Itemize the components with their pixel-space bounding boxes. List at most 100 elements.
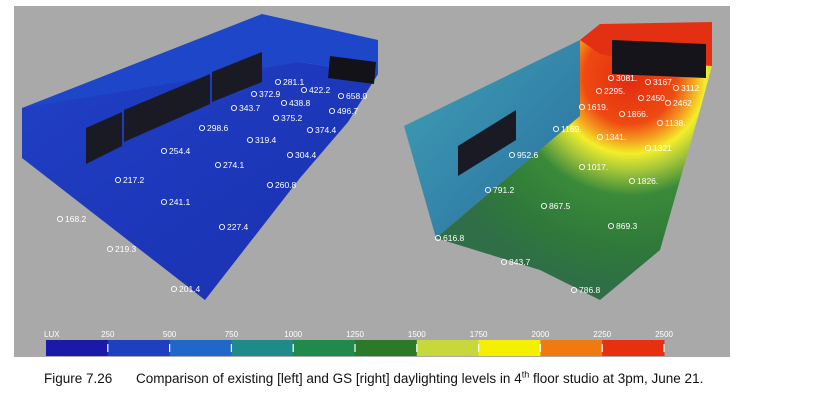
right-reading-label: 791.2 [493,185,515,195]
scale-segment [231,340,294,356]
scale-tick-label: 500 [163,330,177,339]
lux-color-scale: LUX 250 500 750 1000 1250 1500 1750 2000 2250 2500 [14,325,730,357]
left-reading-marker [286,151,294,159]
left-reading-label: 201.4 [179,284,201,294]
left-reading-label: 168.2 [65,214,87,224]
right-reading-marker [644,78,652,86]
scale-bar [46,340,665,356]
left-reading-marker [56,215,64,223]
left-reading-marker [300,86,308,94]
right-reading-marker [540,202,548,210]
left-reading-label: 260.8 [275,180,297,190]
left-reading-label: 343.7 [239,103,261,113]
scale-segment [46,340,109,356]
left-reading-marker [170,285,178,293]
right-reading-label: 1017. [587,162,608,172]
scale-labels: LUX 250 500 750 1000 1250 1500 1750 2000 2250 2500 [44,330,673,339]
scale-segment [169,340,232,356]
caption-label: Figure 7.26 [44,371,113,386]
left-reading-label: 227.4 [227,222,249,232]
left-reading-label: 422.2 [309,85,331,95]
left-window-4 [328,56,376,84]
left-reading-marker [230,104,238,112]
left-reading-marker [114,176,122,184]
right-reading-marker [578,103,586,111]
left-reading-marker [266,181,274,189]
right-window-1 [458,110,516,176]
right-reading-marker [595,87,603,95]
left-window-3 [212,52,262,102]
left-reading-marker [106,245,114,253]
left-reading-marker [274,78,282,86]
scale-segment [355,340,418,356]
right-reading-label: 869.3 [616,221,638,231]
left-reading-marker [246,136,254,144]
scale-segment [107,340,171,356]
left-reading-marker [218,223,226,231]
right-reading-label: 1826. [637,176,658,186]
right-reading-label: 616.8 [443,233,465,243]
right-reading-marker [434,234,442,242]
left-reading-marker [272,114,280,122]
scale-tick-label: 1250 [346,330,364,339]
scale-tick-label: 2250 [593,330,611,339]
left-reading-label: 274.1 [223,160,245,170]
right-reading-label: 1866. [627,109,648,119]
right-reading-label: 1169. [561,124,582,134]
scale-tick-label: 1750 [470,330,488,339]
left-reading-marker [198,124,206,132]
right-window-2 [612,40,706,78]
scale-tick-label: 2500 [655,330,673,339]
left-reading-label: 375.2 [281,113,303,123]
left-reading-marker [160,198,168,206]
right-reading-label: 786.8 [579,285,601,295]
left-reading-marker [306,126,314,134]
right-reading-label: 2295. [604,86,625,96]
right-reading-label: 2450. [646,93,667,103]
left-window-1 [86,112,122,164]
right-reading-marker [637,94,645,102]
right-reading-marker [656,119,664,127]
left-reading-marker [328,107,336,115]
left-reading-marker [160,147,168,155]
left-model-existing: 281.1 422.2 658.0 372.9 438.8 496.7 343.7 375.2… [22,14,378,300]
left-reading-marker [280,99,288,107]
right-reading-marker [618,110,626,118]
left-reading-label: 319.4 [255,135,277,145]
right-reading-marker [628,177,636,185]
left-reading-label: 281.1 [283,77,305,87]
right-readings: 3081. 3167. 3112 2295. 2450. 2462 1619. 1866. 11… [434,73,700,295]
scale-tick-label: 750 [225,330,239,339]
caption-text: Comparison of existing [left] and GS [ri… [136,370,826,387]
right-reading-label: 1619. [587,102,608,112]
right-reading-marker [664,99,672,107]
right-reading-marker [607,222,615,230]
scale-segment [602,340,665,356]
left-reading-label: 374.4 [315,125,337,135]
right-reading-label: 1341. [605,132,626,142]
right-reading-label: 1321 [653,143,672,153]
right-reading-marker [578,163,586,171]
right-reading-label: 843.7 [509,257,531,267]
left-reading-marker [214,161,222,169]
left-reading-label: 658.0 [346,91,368,101]
right-reading-label: 3081. [616,73,637,83]
right-reading-marker [552,125,560,133]
left-reading-label: 438.8 [289,98,311,108]
left-reading-label: 241.1 [169,197,191,207]
left-reading-label: 304.4 [295,150,317,160]
right-reading-marker [644,144,652,152]
right-reading-label: 2462 [673,98,692,108]
left-readings: 281.1 422.2 658.0 372.9 438.8 496.7 343.7 375.2… [56,77,368,294]
scale-segment [293,340,356,356]
right-reading-marker [607,74,615,82]
right-floor [436,22,712,300]
right-reading-label: 3167. [653,77,674,87]
caption-superscript: th [521,369,530,380]
right-reading-marker [596,133,604,141]
scale-tick-label: 1000 [284,330,302,339]
scale-unit-label: LUX [44,330,60,339]
left-reading-label: 496.7 [337,106,359,116]
right-reading-label: 867.5 [549,201,571,211]
